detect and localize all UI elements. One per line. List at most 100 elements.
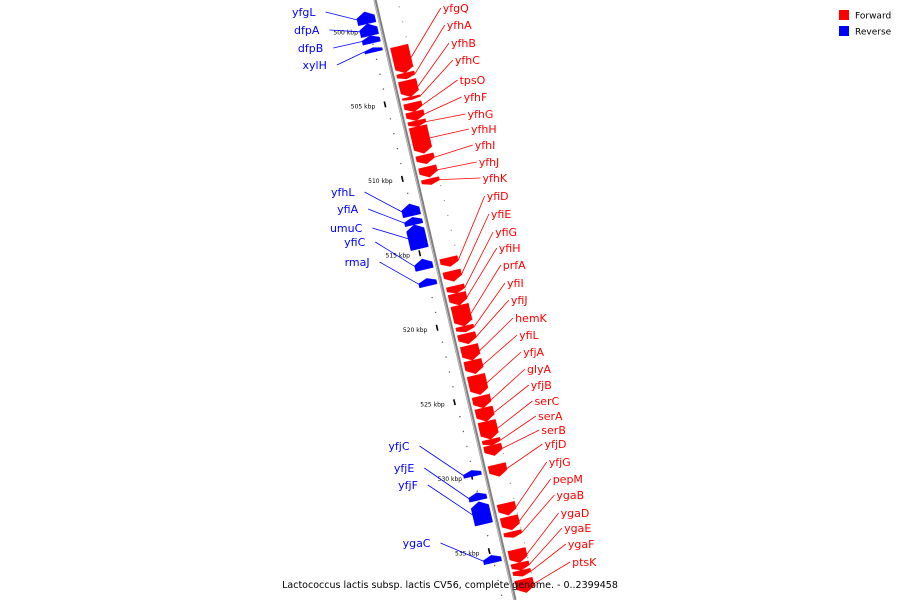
gene-yfih[interactable] bbox=[447, 291, 468, 306]
gene-label-yfia[interactable]: yfiA bbox=[337, 203, 358, 216]
gene-label-yfie[interactable]: yfiE bbox=[491, 208, 511, 221]
gene-ygab[interactable] bbox=[503, 529, 523, 538]
gene-yfhc[interactable] bbox=[402, 94, 421, 101]
gene-yfid[interactable] bbox=[439, 255, 459, 267]
gene-yfhk[interactable] bbox=[421, 176, 440, 185]
gene-ygae[interactable] bbox=[510, 560, 530, 571]
gene-label-yfjd[interactable]: yfjD bbox=[545, 438, 567, 451]
tick-minor bbox=[497, 579, 499, 582]
gene-sera[interactable] bbox=[481, 437, 501, 446]
gene-yfhh[interactable] bbox=[408, 124, 432, 154]
gene-label-yfhk[interactable]: yfhK bbox=[483, 172, 508, 185]
gene-label-glya[interactable]: glyA bbox=[527, 363, 552, 376]
gene-label-ygab[interactable]: ygaB bbox=[556, 489, 584, 502]
gene-label-yfid[interactable]: yfiD bbox=[487, 190, 509, 203]
gene-label-serc[interactable]: serC bbox=[535, 395, 560, 408]
gene-yfhj[interactable] bbox=[418, 164, 438, 178]
gene-ygad[interactable] bbox=[507, 547, 528, 563]
gene-yfjb[interactable] bbox=[474, 405, 495, 422]
tick-minor bbox=[382, 88, 385, 90]
gene-label-hemk[interactable]: hemK bbox=[515, 312, 547, 325]
gene-label-yfje[interactable]: yfjE bbox=[394, 462, 414, 475]
gene-umuc[interactable] bbox=[406, 224, 429, 251]
gene-yfgl[interactable] bbox=[356, 11, 377, 26]
gene-serc[interactable] bbox=[477, 419, 499, 440]
gene-label-yfhb[interactable]: yfhB bbox=[451, 37, 476, 50]
leader-line bbox=[379, 261, 419, 285]
gene-label-yfhh[interactable]: yfhH bbox=[471, 123, 497, 136]
gene-label-yfil[interactable]: yfiL bbox=[519, 329, 539, 342]
gene-label-rmaj[interactable]: rmaJ bbox=[345, 256, 370, 269]
gene-label-yfig[interactable]: yfiG bbox=[495, 226, 517, 239]
gene-yfgq[interactable] bbox=[390, 43, 414, 74]
gene-label-yfih[interactable]: yfiH bbox=[499, 242, 521, 255]
gene-label-yfic[interactable]: yfiC bbox=[344, 236, 365, 249]
gene-label-yfhf[interactable]: yfhF bbox=[464, 91, 488, 104]
gene-label-yfha[interactable]: yfhA bbox=[447, 19, 472, 32]
leader-line bbox=[506, 443, 543, 469]
gene-ygac[interactable] bbox=[483, 555, 502, 565]
gene-yfhf[interactable] bbox=[405, 109, 425, 121]
gene-label-pepm[interactable]: pepM bbox=[553, 473, 583, 486]
gene-yfil[interactable] bbox=[463, 358, 484, 374]
gene-yfhb[interactable] bbox=[398, 78, 419, 98]
gene-yfij[interactable] bbox=[457, 331, 477, 345]
gene-yfhg[interactable] bbox=[407, 118, 427, 127]
gene-label-yfgq[interactable]: yfgQ bbox=[443, 2, 469, 15]
gene-label-ygad[interactable]: ygaD bbox=[561, 507, 590, 520]
gene-label-dfpb[interactable]: dfpB bbox=[298, 42, 323, 55]
gene-hemk[interactable] bbox=[460, 343, 481, 361]
gene-label-yfhi[interactable]: yfhI bbox=[475, 139, 496, 152]
gene-label-ygac[interactable]: ygaC bbox=[403, 537, 431, 550]
gene-label-serb[interactable]: serB bbox=[541, 424, 566, 437]
gene-label-yfja[interactable]: yfjA bbox=[523, 346, 544, 359]
gene-label-yfjg[interactable]: yfjG bbox=[549, 456, 571, 469]
gene-label-yfhj[interactable]: yfhJ bbox=[479, 156, 500, 169]
gene-label-ygaf[interactable]: ygaF bbox=[568, 538, 595, 551]
gene-yfjg[interactable] bbox=[496, 501, 517, 516]
gene-label-ptsk[interactable]: ptsK bbox=[572, 556, 597, 569]
gene-label-umuc[interactable]: umuC bbox=[330, 222, 363, 235]
gene-label-yfjf[interactable]: yfjF bbox=[398, 479, 418, 492]
gene-label-yfgl[interactable]: yfgL bbox=[292, 6, 316, 19]
gene-label-prfa[interactable]: prfA bbox=[503, 259, 526, 272]
gene-rmaj[interactable] bbox=[418, 278, 438, 289]
gene-yfie[interactable] bbox=[442, 268, 462, 282]
gene-glya[interactable] bbox=[471, 393, 492, 409]
gene-yfig[interactable] bbox=[446, 283, 465, 294]
gene-yfjf[interactable] bbox=[470, 501, 493, 527]
leader-line bbox=[464, 231, 494, 288]
gene-yfja[interactable] bbox=[466, 373, 489, 395]
gene-yfjd[interactable] bbox=[487, 462, 508, 477]
gene-label-xylh[interactable]: xylH bbox=[303, 59, 327, 72]
gene-label-sera[interactable]: serA bbox=[538, 410, 563, 423]
gene-label-yfjb[interactable]: yfjB bbox=[531, 379, 552, 392]
gene-yfje[interactable] bbox=[468, 492, 488, 503]
gene-dfpb[interactable] bbox=[361, 35, 381, 46]
gene-prfa[interactable] bbox=[450, 303, 473, 327]
tick-minor bbox=[509, 482, 511, 484]
gene-tpso[interactable] bbox=[403, 100, 423, 112]
gene-label-tpso[interactable]: tpsO bbox=[460, 74, 486, 87]
gene-xylh[interactable] bbox=[364, 47, 383, 55]
gene-ygaf[interactable] bbox=[512, 568, 532, 577]
gene-yfha[interactable] bbox=[396, 70, 416, 80]
gene-serb[interactable] bbox=[483, 442, 503, 456]
gene-yfii[interactable] bbox=[455, 323, 475, 333]
gene-label-dfpa[interactable]: dfpA bbox=[294, 24, 320, 37]
gene-yfhi[interactable] bbox=[415, 152, 435, 165]
gene-yfic[interactable] bbox=[414, 258, 434, 272]
gene-dfpa[interactable] bbox=[359, 23, 379, 38]
gene-pepm[interactable] bbox=[499, 514, 520, 531]
gene-yfjc[interactable] bbox=[463, 470, 482, 479]
gene-label-yfij[interactable]: yfiJ bbox=[511, 294, 528, 307]
gene-label-yfhg[interactable]: yfhG bbox=[468, 108, 494, 121]
gene-yfhl[interactable] bbox=[401, 203, 421, 219]
gene-label-yfjc[interactable]: yfjC bbox=[388, 440, 409, 453]
gene-label-yfii[interactable]: yfiI bbox=[507, 277, 524, 290]
gene-ptsk[interactable] bbox=[514, 576, 535, 593]
gene-label-yfhc[interactable]: yfhC bbox=[455, 54, 480, 67]
gene-label-yfhl[interactable]: yfhL bbox=[331, 186, 355, 199]
tick-minor bbox=[407, 192, 409, 194]
gene-label-ygae[interactable]: ygaE bbox=[564, 522, 591, 535]
